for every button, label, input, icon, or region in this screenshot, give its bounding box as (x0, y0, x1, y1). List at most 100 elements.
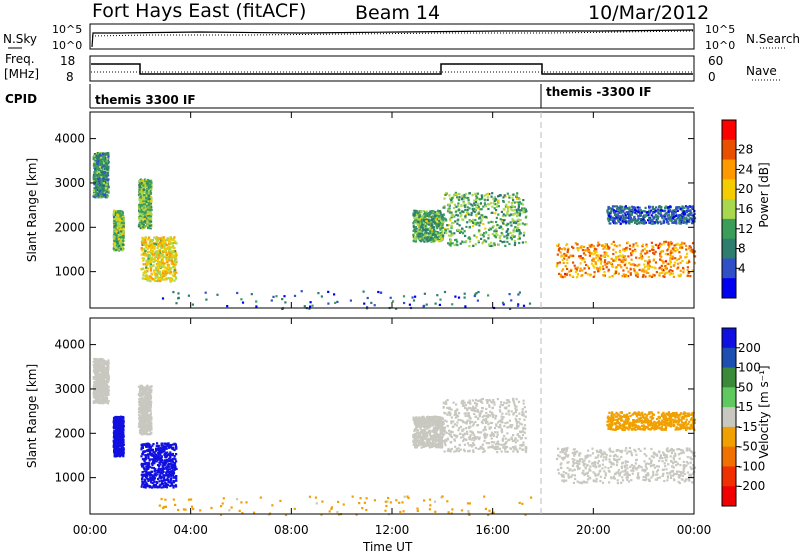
power-echo-cell (431, 229, 434, 232)
power-echo-cell (191, 303, 194, 306)
velocity-echo-cell (102, 400, 106, 403)
power-echo-cell (612, 209, 616, 212)
power-echo-cell (644, 210, 647, 213)
power-echo-cell (141, 179, 144, 182)
power-echo-cell (96, 167, 99, 170)
power-echo-cell (143, 271, 146, 274)
power-echo-cell (139, 210, 142, 213)
power-echo-cell (141, 202, 144, 205)
power-echo-cell (491, 192, 494, 195)
power-echo-cell (581, 257, 584, 260)
velocity-echo-cell (95, 382, 98, 386)
power-echo-cell (455, 205, 458, 208)
power-echo-cell (463, 193, 466, 197)
power-echo-cell (654, 209, 657, 212)
power-echo-cell (366, 296, 369, 300)
power-echo-cell (116, 248, 119, 251)
nsky-frame (89, 23, 695, 50)
power-echo-cell (582, 252, 586, 255)
power-echo-cell (491, 221, 494, 224)
power-echo-cell (105, 176, 108, 179)
power-echo-cell (593, 266, 596, 269)
power-echo-cell (477, 241, 480, 244)
velocity-echo-cell (95, 359, 98, 362)
power-echo-cell (116, 237, 119, 240)
velocity-echo-cell (106, 365, 109, 368)
velocity-echo-cell (99, 395, 102, 398)
power-echo-cell (437, 240, 440, 243)
power-echo-cell (676, 209, 679, 212)
power-echo-cell (603, 271, 606, 274)
power-echo-cell (506, 222, 509, 225)
power-echo-cell (438, 212, 441, 215)
power-echo-cell (115, 219, 118, 222)
power-echo-cell (624, 216, 627, 220)
power-echo-cell (113, 219, 116, 223)
velocity-echo-cell (121, 446, 124, 449)
power-echo-cell (629, 268, 632, 271)
power-echo-cell (169, 256, 172, 259)
power-echo-cell (674, 257, 677, 260)
power-echo-cell (680, 220, 683, 223)
velocity-echo-cell (101, 380, 104, 383)
power-echo-cell (452, 194, 456, 197)
power-echo-cell (149, 225, 152, 229)
power-echo-cell (610, 257, 613, 260)
power-echo-cell (157, 246, 160, 249)
power-echo-cell (457, 202, 460, 205)
power-echo-cell (511, 204, 514, 207)
power-echo-cell (628, 209, 631, 212)
velocity-echo-cell (99, 378, 102, 381)
power-echo-cell (518, 201, 521, 204)
power-echo-cell (672, 248, 675, 252)
power-echo-cell (138, 209, 141, 212)
power-echo-cell (450, 226, 453, 229)
power-echo-cell (173, 260, 176, 263)
power-echo-cell (414, 210, 417, 213)
power-echo-cell (101, 188, 104, 191)
power-echo-cell (556, 253, 559, 256)
power-echo-cell (470, 211, 473, 215)
power-echo-cell (644, 214, 647, 218)
power-echo-cell (416, 227, 419, 231)
power-echo-cell (158, 261, 161, 264)
power-echo-cell (453, 203, 457, 206)
power-echo-cell (100, 178, 103, 182)
power-echo-cell (524, 241, 527, 244)
power-echo-cell (414, 238, 417, 241)
power-echo-cell (153, 277, 156, 281)
power-echo-cell (486, 196, 489, 199)
power-echo-cell (461, 232, 465, 235)
power-echo-cell (172, 237, 175, 240)
power-echo-cell (443, 217, 446, 220)
power-echo-cell (622, 273, 625, 276)
power-echo-cell (516, 304, 520, 307)
power-echo-cell (104, 152, 107, 155)
power-echo-cell (620, 218, 623, 221)
power-echo-cell (427, 219, 430, 222)
freq-label-1: Freq. (5, 52, 35, 66)
power-echo-cell (488, 244, 491, 247)
power-echo-cell (423, 218, 426, 221)
power-echo-cell (464, 203, 467, 206)
power-echo-cell (145, 266, 148, 269)
power-echo-cell (92, 179, 95, 182)
power-echo-cell (667, 210, 670, 213)
power-echo-cell (106, 171, 109, 175)
power-echo-cell (574, 270, 577, 273)
power-echo-cell (415, 217, 418, 220)
power-echo-cell (96, 181, 99, 184)
nsky-tick-high: 10^5 (52, 23, 82, 36)
power-echo-cell (670, 249, 673, 252)
power-echo-cell (168, 247, 171, 250)
power-echo-cell (151, 239, 154, 242)
power-echo-cell (107, 170, 110, 173)
power-echo-cell (656, 217, 659, 220)
power-echo-cell (97, 177, 100, 181)
power-echo-cell (448, 210, 451, 213)
power-echo-cell (643, 214, 646, 217)
power-echo-cell (146, 191, 150, 194)
power-echo-cell (429, 234, 432, 237)
power-echo-cell (429, 214, 432, 217)
power-echo-cell (613, 220, 616, 224)
